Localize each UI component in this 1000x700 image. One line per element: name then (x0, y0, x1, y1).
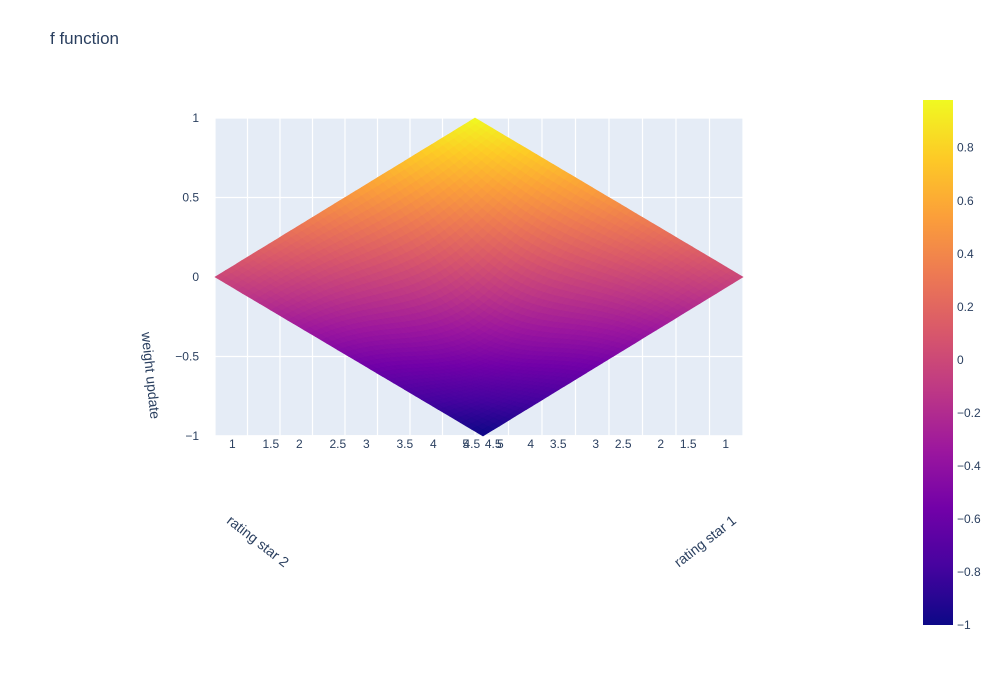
tick-labels: 1 1.5 2 2.5 3 3.5 4 4.5 5 11.522.533.544.5510.50−… (175, 111, 729, 451)
x-tick-label: 2.5 (330, 437, 347, 451)
surface-mesh (214, 117, 744, 437)
chart-title: f function (50, 29, 119, 48)
z-tick-label: 1 (192, 111, 199, 125)
colorbar-tick-label: −1 (957, 618, 971, 632)
z-tick-label: 0.5 (182, 191, 199, 205)
colorbar-tick-label: −0.8 (957, 565, 981, 579)
y-tick-label: 1.5 (680, 437, 697, 451)
y-axis-title: rating star 2 (224, 512, 292, 570)
y-tick-label: 4 (527, 437, 534, 451)
z-tick-label: −1 (185, 429, 199, 443)
x-tick-label: 3.5 (397, 437, 414, 451)
x-tick-label: 3 (363, 437, 370, 451)
colorbar-tick-label: 0.8 (957, 141, 974, 155)
colorbar-tick-label: −0.6 (957, 512, 981, 526)
y-tick-label: 4.5 (485, 437, 502, 451)
y-tick-label: 1 (722, 437, 729, 451)
colorbar-tick-label: 0.4 (957, 247, 974, 261)
z-tick-label: −0.5 (175, 350, 199, 364)
y-tick-label: 2 (657, 437, 664, 451)
y-tick-label: 3.5 (550, 437, 567, 451)
colorbar-gradient (923, 100, 953, 625)
z-tick-label: 0 (192, 270, 199, 284)
colorbar: 0.8 0.6 0.4 0.2 0 −0.2 −0.4 −0.6 −0.8 −1 (923, 100, 981, 632)
x-tick-label: 4 (430, 437, 437, 451)
colorbar-tick-label: −0.4 (957, 459, 981, 473)
x-tick-label: 4.5 (464, 437, 481, 451)
colorbar-tick-label: 0.6 (957, 194, 974, 208)
x-tick-label: 1 (229, 437, 236, 451)
x-axis-title: rating star 1 (671, 512, 739, 570)
x-tick-label: 2 (296, 437, 303, 451)
surface-facet (476, 429, 489, 437)
y-tick-label: 3 (592, 437, 599, 451)
y-tick-label: 2.5 (615, 437, 632, 451)
x-tick-label: 5 (497, 437, 504, 451)
y-tick-label: 5 (462, 437, 469, 451)
colorbar-tick-label: 0.2 (957, 300, 974, 314)
z-axis-title: weight update (138, 330, 163, 420)
colorbar-tick-label: −0.2 (957, 406, 981, 420)
x-tick-label: 1.5 (263, 437, 280, 451)
colorbar-tick-label: 0 (957, 353, 964, 367)
